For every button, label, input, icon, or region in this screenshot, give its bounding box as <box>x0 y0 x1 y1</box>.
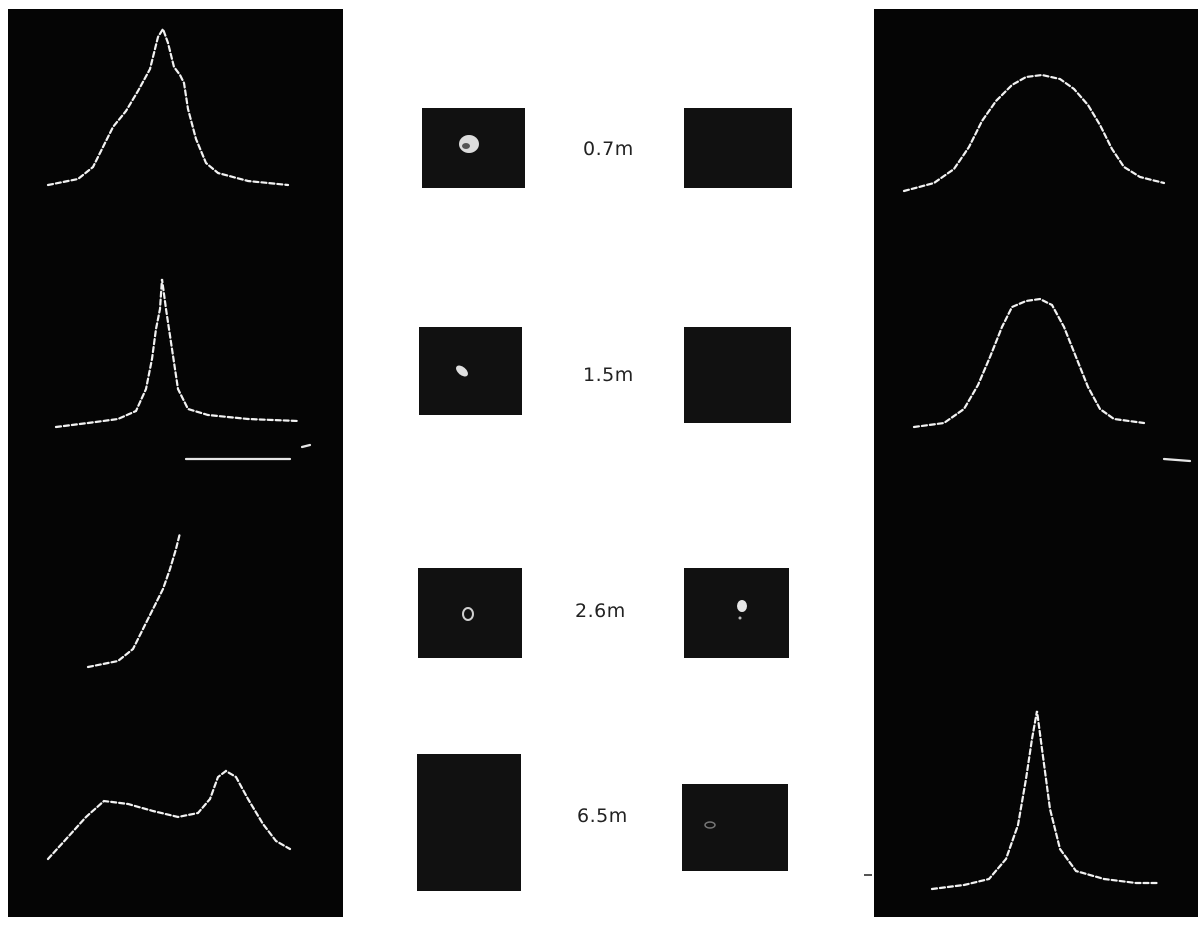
left-trace-0-7m <box>46 26 290 187</box>
left-spot-2-6m <box>418 568 522 658</box>
distance-label-6-5m: 6.5m <box>577 805 628 827</box>
left-spot-6-5m <box>417 754 521 891</box>
left-mark-1-5m <box>300 443 312 449</box>
right-panel-edge-mark <box>864 874 872 876</box>
distance-label-0-7m: 0.7m <box>583 138 634 160</box>
right-mark-1-5m <box>1162 457 1192 463</box>
right-spot-2-6m <box>684 568 789 658</box>
left-trace-2-6m <box>86 531 182 669</box>
distance-label-1-5m: 1.5m <box>583 364 634 386</box>
distance-label-2-6m: 2.6m <box>575 600 626 622</box>
left-profile-traces <box>46 26 312 861</box>
right-spot-1-5m <box>684 327 791 423</box>
right-trace-0-7m <box>902 73 1166 193</box>
right-spot-6-5m <box>682 784 788 871</box>
left-trace-1-5m <box>54 278 300 429</box>
right-trace-6-5m <box>930 710 1160 891</box>
right-trace-1-5m <box>912 297 1146 429</box>
right-spot-0-7m <box>684 108 792 188</box>
left-profile-panel <box>8 9 343 917</box>
right-profile-traces <box>902 73 1192 891</box>
left-trace-6-5m <box>46 769 292 861</box>
right-profile-panel <box>874 9 1198 917</box>
left-spot-1-5m <box>419 327 522 415</box>
left-spot-0-7m <box>422 108 525 188</box>
